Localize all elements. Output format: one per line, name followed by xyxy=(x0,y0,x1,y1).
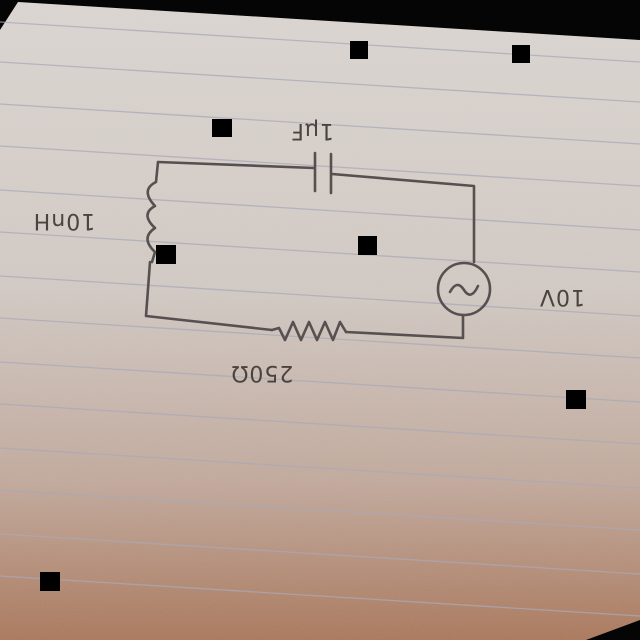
ac-sine-wave xyxy=(448,283,480,296)
circuit-diagram xyxy=(144,151,492,342)
wire-top-left xyxy=(156,160,316,170)
capacitor-label: 1μF xyxy=(290,118,334,143)
wire-source-bottom xyxy=(344,313,465,340)
inductor-label: 10nH xyxy=(33,208,95,233)
resistor-symbol xyxy=(270,320,348,342)
wire-bottom-left xyxy=(144,260,274,332)
ruled-lines xyxy=(0,21,640,617)
source-label: 10V xyxy=(539,284,585,309)
handwritten-labels: 1μF 10nH 250Ω 10V xyxy=(33,118,585,385)
resistor-label: 250Ω xyxy=(231,360,294,385)
occlusion-marks xyxy=(40,41,586,591)
wire-top-right xyxy=(330,172,476,264)
inductor-coil xyxy=(146,160,160,264)
